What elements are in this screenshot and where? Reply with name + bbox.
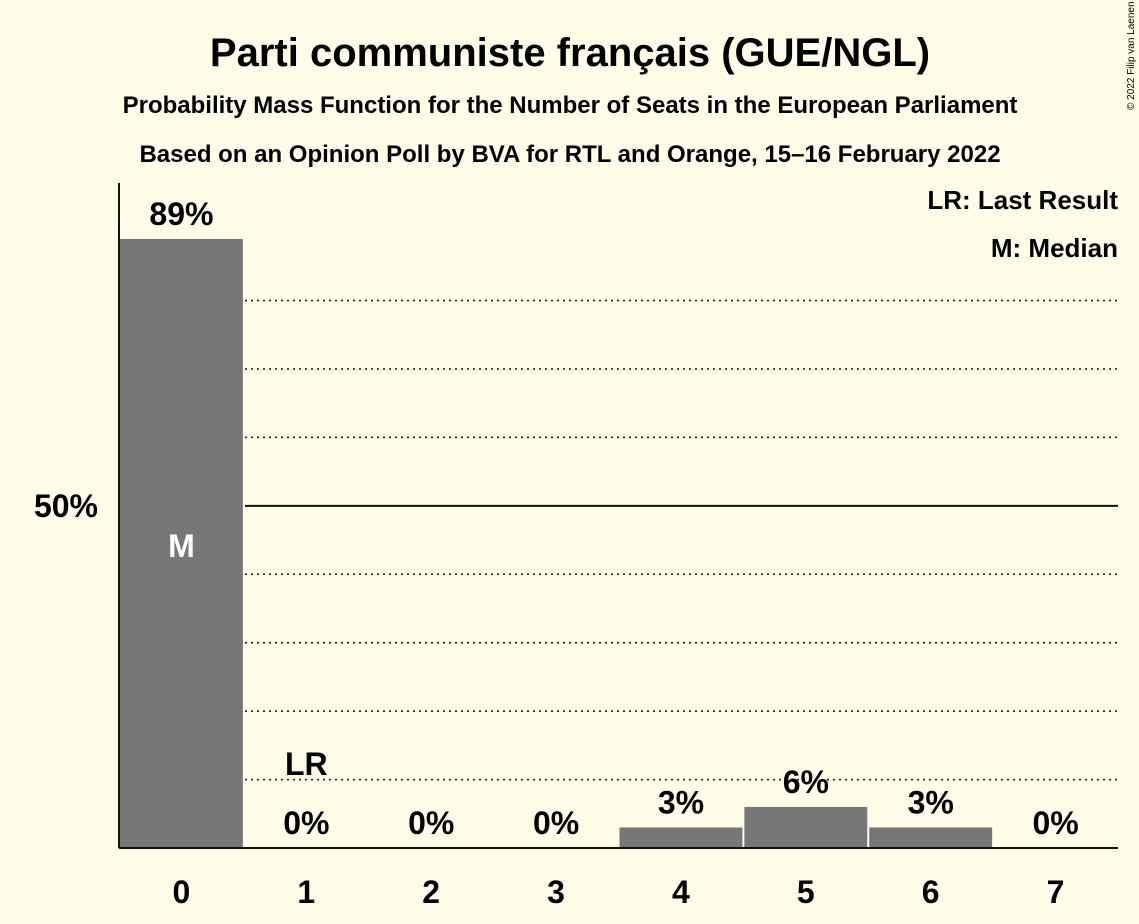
bar-6 [869, 827, 993, 848]
value-labels: 89% M 0% LR 0% 0% 3% 6% 3% 0% [149, 196, 1078, 841]
x-tick-label-0: 0 [173, 874, 191, 910]
copyright-note: © 2022 Filip van Laenen [1126, 1, 1137, 110]
value-label-7: 0% [1032, 805, 1078, 841]
value-label-3: 0% [533, 805, 579, 841]
bar-4 [619, 827, 743, 848]
bar-0 [120, 238, 243, 848]
x-tick-label-4: 4 [672, 874, 690, 910]
chart-subtitle: Probability Mass Function for the Number… [123, 92, 1018, 119]
chart-source: Based on an Opinion Poll by BVA for RTL … [139, 141, 1000, 168]
legend-last-result: LR: Last Result [927, 185, 1118, 215]
median-marker: M [168, 528, 195, 564]
value-label-5: 6% [783, 764, 829, 800]
value-label-4: 3% [658, 784, 704, 820]
y-tick-label-50: 50% [34, 488, 98, 524]
legend-median: M: Median [991, 233, 1118, 263]
last-result-marker: LR [285, 746, 328, 782]
x-tick-label-5: 5 [797, 874, 815, 910]
value-label-2: 0% [408, 805, 454, 841]
value-label-6: 3% [908, 784, 954, 820]
x-tick-label-2: 2 [422, 874, 440, 910]
value-label-0: 89% [149, 196, 213, 232]
chart-title: Parti communiste français (GUE/NGL) [210, 31, 930, 75]
x-tick-label-3: 3 [547, 874, 565, 910]
x-tick-label-1: 1 [297, 874, 315, 910]
x-tick-label-7: 7 [1047, 874, 1065, 910]
bar-5 [744, 806, 868, 848]
bars [120, 238, 993, 848]
value-label-1: 0% [283, 805, 329, 841]
x-tick-labels: 0 1 2 3 4 5 6 7 [173, 874, 1065, 910]
x-tick-label-6: 6 [922, 874, 940, 910]
gridlines [245, 299, 1118, 781]
